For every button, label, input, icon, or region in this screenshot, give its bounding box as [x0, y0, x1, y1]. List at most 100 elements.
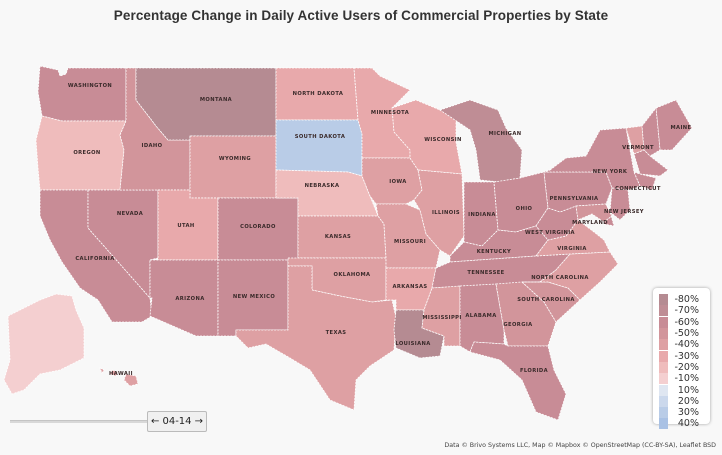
legend-swatch	[659, 328, 668, 340]
map-attribution: Data © Brivo Systems LLC, Map © Mapbox ©…	[444, 442, 716, 449]
state-alaska[interactable]	[3, 293, 85, 395]
legend-label: -80%	[674, 294, 699, 306]
state-georgia[interactable]	[495, 281, 557, 347]
state-north-carolina[interactable]	[522, 251, 619, 301]
state-minnesota[interactable]	[353, 67, 411, 159]
label-ohio: OHIO	[516, 206, 533, 212]
label-wisconsin: WISCONSIN	[424, 137, 462, 143]
state-arkansas[interactable]	[385, 267, 437, 311]
state-illinois[interactable]	[413, 169, 465, 257]
state-washington[interactable]	[37, 65, 127, 122]
label-florida: FLORIDA	[520, 368, 548, 374]
arrow-left-icon[interactable]: ←	[151, 416, 160, 427]
state-indiana[interactable]	[463, 181, 499, 247]
legend-label: -10%	[674, 373, 699, 385]
state-south-dakota[interactable]	[275, 119, 363, 177]
label-iowa: IOWA	[389, 179, 406, 185]
label-montana: MONTANA	[200, 97, 232, 103]
state-hawaii[interactable]	[99, 367, 139, 387]
label-minnesota: MINNESOTA	[371, 110, 409, 116]
label-california: CALIFORNIA	[75, 256, 114, 262]
label-new-york: NEW YORK	[593, 169, 628, 175]
label-michigan: MICHIGAN	[489, 131, 522, 137]
label-colorado: COLORADO	[240, 224, 276, 230]
label-wyoming: WYOMING	[219, 156, 251, 162]
time-slider-track[interactable]	[10, 420, 147, 423]
state-delaware[interactable]	[603, 203, 615, 227]
label-new-mexico: NEW MEXICO	[233, 294, 275, 300]
label-virginia: VIRGINIA	[557, 246, 587, 252]
label-kansas: KANSAS	[325, 234, 351, 240]
label-north-dakota: NORTH DAKOTA	[293, 91, 344, 97]
label-utah: UTAH	[177, 223, 194, 229]
legend-label: 10%	[677, 384, 699, 396]
legend-item: 10%	[659, 384, 710, 396]
state-alabama[interactable]	[459, 283, 505, 353]
label-illinois: ILLINOIS	[432, 210, 460, 216]
state-ohio[interactable]	[493, 171, 549, 233]
label-kentucky: KENTUCKY	[477, 249, 511, 255]
legend-label: -50%	[674, 328, 699, 340]
legend-swatch	[659, 294, 668, 306]
label-arkansas: ARKANSAS	[392, 284, 427, 290]
legend-item: -80%	[659, 294, 710, 306]
time-control[interactable]: ← 04-14 →	[147, 411, 207, 432]
label-texas: TEXAS	[326, 330, 347, 336]
label-oklahoma: OKLAHOMA	[334, 272, 371, 278]
label-idaho: IDAHO	[141, 143, 162, 149]
legend-label: -40%	[674, 339, 699, 351]
label-new-jersey: NEW JERSEY	[604, 209, 644, 215]
state-kentucky[interactable]	[449, 225, 549, 263]
label-pennsylvania: PENNSYLVANIA	[550, 196, 599, 202]
legend-swatch	[659, 407, 668, 419]
label-alabama: ALABAMA	[465, 313, 496, 319]
legend-swatch	[659, 316, 668, 328]
legend-item: -10%	[659, 373, 710, 385]
label-nevada: NEVADA	[117, 211, 143, 217]
label-maine: MAINE	[671, 125, 692, 131]
legend-swatch	[659, 418, 668, 430]
legend-rows: -80% -70% -60% -50% -40% -30% -20% -10% 10% 20% 30…	[659, 294, 710, 430]
label-north-carolina: NORTH CAROLINA	[531, 275, 589, 281]
state-louisiana[interactable]	[393, 309, 445, 359]
label-maryland: MARYLAND	[572, 220, 608, 226]
state-new-jersey[interactable]	[609, 187, 631, 221]
label-vermont: VERMONT	[622, 145, 654, 151]
state-california[interactable]	[39, 189, 153, 323]
label-south-carolina: SOUTH CAROLINA	[517, 297, 574, 303]
label-missouri: MISSOURI	[394, 239, 426, 245]
legend-item: 30%	[659, 407, 710, 419]
state-north-dakota[interactable]	[275, 67, 359, 121]
state-texas[interactable]	[235, 265, 397, 411]
state-connecticut[interactable]	[633, 171, 657, 191]
arrow-right-icon[interactable]: →	[194, 416, 203, 427]
state-new-hampshire[interactable]	[641, 106, 661, 157]
state-mississippi[interactable]	[421, 285, 461, 347]
legend-item: -60%	[659, 316, 710, 328]
label-nebraska: NEBRASKA	[305, 183, 340, 189]
legend-swatch	[659, 339, 668, 351]
state-nevada[interactable]	[87, 189, 159, 300]
label-connecticut: CONNECTICUT	[615, 186, 661, 192]
state-wyoming[interactable]	[189, 135, 277, 199]
legend-label: 40%	[677, 418, 699, 430]
label-arizona: ARIZONA	[175, 296, 204, 302]
legend-label: 30%	[677, 407, 699, 419]
legend-label: -60%	[674, 316, 699, 328]
legend-label: -20%	[674, 361, 699, 373]
legend-swatch	[659, 373, 668, 385]
legend-swatch	[659, 350, 668, 362]
label-south-carolina-1: SOUTH CAROLINA	[517, 297, 574, 303]
label-washington: WASHINGTON	[68, 83, 112, 89]
time-value: 04-14	[162, 416, 192, 427]
label-georgia: GEORGIA	[503, 322, 532, 328]
legend-item: -30%	[659, 350, 710, 362]
label-hawaii: HAWAII	[109, 371, 133, 377]
state-florida[interactable]	[469, 341, 567, 421]
legend-item: 20%	[659, 395, 710, 407]
label-tennessee: TENNESSEE	[467, 270, 504, 276]
legend-item: -40%	[659, 339, 710, 351]
label-south-dakota: SOUTH DAKOTA	[295, 134, 346, 140]
legend-item: -70%	[659, 305, 710, 317]
